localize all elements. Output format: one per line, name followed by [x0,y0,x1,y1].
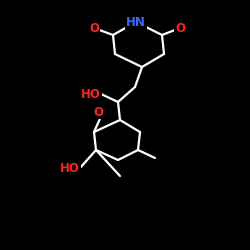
Text: O: O [175,22,185,35]
Text: HO: HO [60,162,80,174]
Text: HO: HO [81,88,101,101]
Text: HN: HN [126,16,146,28]
Text: O: O [93,106,103,118]
Text: O: O [89,22,99,35]
